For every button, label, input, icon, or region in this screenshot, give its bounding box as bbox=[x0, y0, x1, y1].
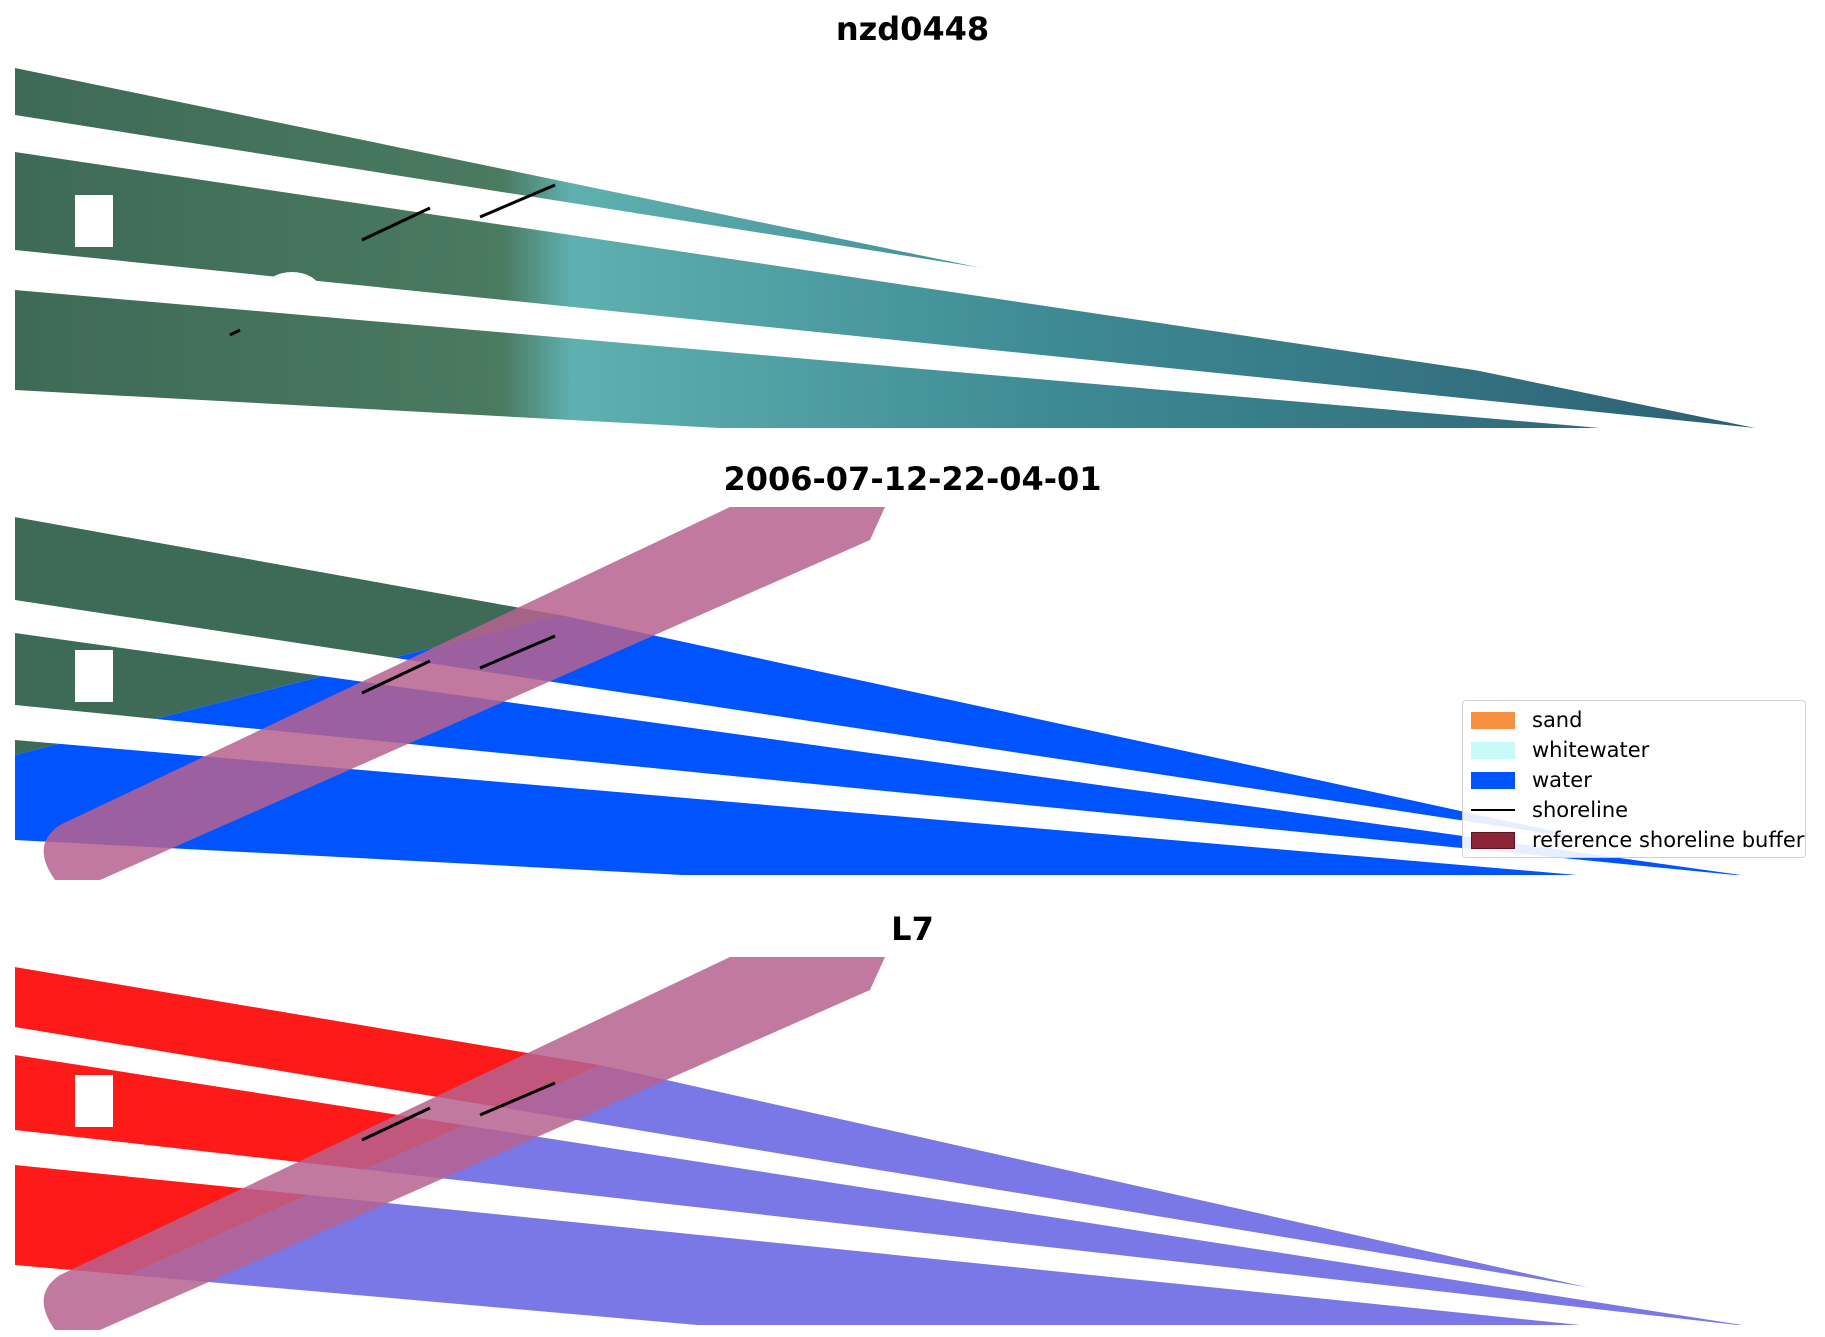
nodata-patch bbox=[75, 195, 113, 247]
nodata-stripe bbox=[560, 517, 1755, 805]
buffer-swatch bbox=[1471, 831, 1515, 849]
legend-item-shoreline: shoreline bbox=[1471, 795, 1805, 825]
legend-item-water: water bbox=[1471, 765, 1805, 795]
shoreline-swatch bbox=[1471, 809, 1515, 811]
panel-title-classified: 2006-07-12-22-04-01 bbox=[723, 460, 1102, 498]
nodata-stripe bbox=[600, 967, 1755, 1255]
index-image-panel bbox=[15, 957, 1755, 1330]
nodata-stripe bbox=[15, 250, 1755, 428]
nodata-stripe bbox=[15, 115, 1755, 412]
rgb-image-panel bbox=[15, 68, 1755, 428]
nodata-patch bbox=[75, 650, 113, 702]
index-water-area bbox=[15, 1065, 1755, 1325]
nodata-stripe bbox=[15, 840, 720, 877]
legend: sand whitewater water shoreline referenc… bbox=[1462, 700, 1806, 858]
nodata-stripe bbox=[15, 517, 560, 615]
panel-title-index: L7 bbox=[891, 910, 934, 948]
nodata-patch bbox=[75, 1075, 113, 1127]
nodata-stripe bbox=[15, 390, 720, 428]
shoreline-line bbox=[361, 634, 556, 695]
legend-label: water bbox=[1532, 768, 1592, 792]
shoreline-line bbox=[229, 183, 556, 337]
nodata-patch bbox=[264, 272, 320, 308]
shoreline-line bbox=[361, 1081, 556, 1142]
legend-item-sand: sand bbox=[1471, 705, 1805, 735]
nodata-stripe bbox=[15, 705, 1755, 877]
legend-label: sand bbox=[1532, 708, 1583, 732]
legend-item-buffer: reference shoreline buffer bbox=[1471, 825, 1805, 855]
classified-image-panel bbox=[15, 507, 1755, 880]
nodata-stripe bbox=[15, 68, 1755, 330]
reference-shoreline-buffer bbox=[43, 507, 886, 880]
reference-shoreline-buffer bbox=[43, 957, 886, 1330]
legend-label: whitewater bbox=[1532, 738, 1650, 762]
sand-swatch bbox=[1471, 711, 1515, 729]
legend-item-whitewater: whitewater bbox=[1471, 735, 1805, 765]
water-swatch bbox=[1471, 771, 1515, 789]
panel-title-rgb: nzd0448 bbox=[835, 10, 990, 48]
nodata-stripe bbox=[15, 967, 600, 1065]
legend-label: shoreline bbox=[1532, 798, 1629, 822]
whitewater-swatch bbox=[1471, 741, 1515, 759]
legend-label: reference shoreline buffer bbox=[1532, 828, 1805, 852]
nodata-stripe bbox=[15, 1130, 1755, 1327]
land-area bbox=[15, 517, 560, 755]
